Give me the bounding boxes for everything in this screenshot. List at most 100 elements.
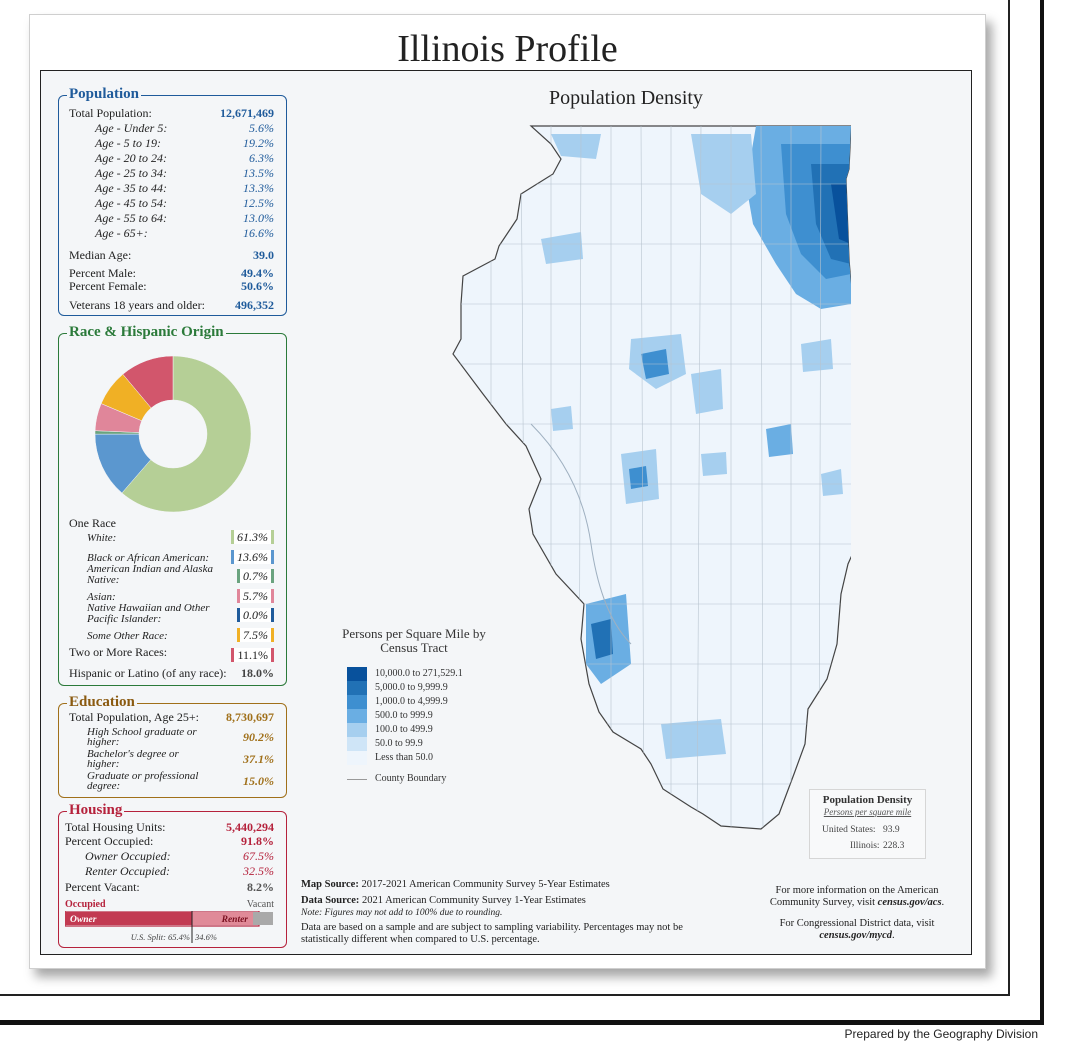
age-label: Age - 55 to 64: — [95, 211, 167, 225]
age-row: Age - 25 to 34: 13.5% — [69, 166, 274, 180]
race-value: 7.5% — [237, 628, 274, 642]
age-row: Age - 35 to 44: 13.3% — [69, 181, 274, 195]
illinois-river — [530, 423, 632, 645]
race-value: 61.3% — [231, 530, 274, 544]
age-row: Age - 55 to 64: 13.0% — [69, 211, 274, 225]
legend-label: 100.0 to 499.9 — [375, 724, 433, 735]
vacant-bar-fill — [253, 912, 273, 925]
housing-title: Housing — [67, 801, 125, 819]
legend-label: 5,000.0 to 9,999.9 — [375, 682, 448, 693]
renter-occupied-row: Renter Occupied: 32.5% — [85, 864, 274, 878]
education-label: Graduate or professional degree: — [87, 770, 199, 792]
acs-link[interactable]: census.gov/acs — [877, 897, 942, 908]
total-population-row: Total Population: 12,671,469 — [69, 106, 274, 120]
percent-female-row: Percent Female: 50.6% — [69, 279, 274, 293]
hispanic-row: Hispanic or Latino (of any race): 18.0% — [69, 666, 274, 680]
cd-link[interactable]: census.gov/mycd — [819, 930, 892, 941]
median-age-row: Median Age: 39.0 — [69, 248, 274, 262]
data-source-line: Data Source: 2021 American Community Sur… — [301, 895, 586, 906]
age-row: Age - 5 to 19: 19.2% — [69, 136, 274, 150]
right-border — [1040, 0, 1044, 1022]
owner-occupied-row: Owner Occupied: 67.5% — [85, 849, 274, 863]
age-value: 13.0% — [243, 211, 274, 225]
race-panel: Race & Hispanic Origin One Race White: 61… — [58, 323, 287, 686]
education-title: Education — [67, 693, 137, 711]
density-summary-box: Population Density Persons per square mi… — [809, 789, 926, 859]
age-row: Age - 45 to 54: 12.5% — [69, 196, 274, 210]
race-value: 5.7% — [237, 589, 274, 603]
housing-split-bar: Owner Renter U.S. Split: 65.4% 34.6% — [65, 911, 273, 943]
il-density-value: 228.3 — [883, 841, 905, 851]
age-value: 6.3% — [249, 151, 274, 165]
legend-swatch — [347, 723, 367, 737]
density-patches — [461, 126, 851, 759]
map-source-line: Map Source: 2017-2021 American Community… — [301, 879, 610, 890]
age-label: Age - 45 to 54: — [95, 196, 167, 210]
bottom-border — [0, 1020, 1044, 1025]
age-value: 5.6% — [249, 121, 274, 135]
legend-label: 500.0 to 999.9 — [375, 710, 433, 721]
legend-swatch — [347, 667, 367, 681]
population-title: Population — [67, 85, 142, 103]
legend-swatch — [347, 681, 367, 695]
race-label: Two or More Races: — [69, 645, 168, 659]
illinois-density-map — [452, 125, 851, 830]
age-label: Age - 35 to 44: — [95, 181, 167, 195]
occupied-bar-label: Occupied — [65, 899, 106, 910]
race-label: American Indian and Alaska Native: — [87, 563, 213, 586]
age-label: Age - 20 to 24: — [95, 151, 167, 165]
age-value: 13.5% — [243, 166, 274, 180]
age-label: Age - 65+: — [95, 226, 148, 240]
legend-swatch — [347, 737, 367, 751]
population-panel: Population Total Population: 12,671,469 … — [58, 85, 287, 316]
us-density-label: United States: — [822, 825, 876, 835]
age-value: 19.2% — [243, 136, 274, 150]
vacant-bar-label: Vacant — [246, 899, 274, 910]
race-donut-chart — [94, 355, 252, 513]
legend-label: 10,000.0 to 271,529.1 — [375, 668, 463, 679]
renter-bar-fill — [192, 912, 253, 925]
age-label: Age - 5 to 19: — [95, 136, 161, 150]
legend-swatch — [347, 751, 367, 765]
race-value: 13.6% — [231, 550, 274, 564]
one-race-label-row: One Race — [69, 516, 116, 530]
race-value: 11.1% — [231, 648, 274, 662]
outer-frame — [0, 0, 1010, 996]
age-label: Age - Under 5: — [95, 121, 168, 135]
legend-label: Less than 50.0 — [375, 752, 434, 763]
education-value: 15.0% — [243, 774, 274, 788]
age-row: Age - Under 5: 5.6% — [69, 121, 274, 135]
education-total-row: Total Population, Age 25+: 8,730,697 — [69, 710, 274, 724]
race-value: 0.7% — [237, 569, 274, 583]
county-boundary-label: County Boundary — [375, 773, 447, 784]
donut-slice — [122, 355, 174, 409]
race-title: Race & Hispanic Origin — [67, 323, 226, 341]
owner-bar-fill — [65, 912, 192, 925]
age-value: 16.6% — [243, 226, 274, 240]
density-box-title: Population Density — [822, 794, 913, 806]
education-value: 37.1% — [243, 752, 274, 766]
us-split-text: U.S. Split: 65.4% — [131, 932, 190, 942]
renter-bar-text: Renter — [221, 915, 249, 925]
us-density-value: 93.9 — [883, 825, 900, 835]
us-split-renter-text: 34.6% — [194, 932, 217, 942]
age-row: Age - 65+: 16.6% — [69, 226, 274, 240]
more-info-block: For more information on the American Com… — [757, 885, 957, 942]
age-label: Age - 25 to 34: — [95, 166, 167, 180]
education-panel: Education Total Population, Age 25+: 8,7… — [58, 693, 287, 798]
page-title: Illinois Profile — [397, 28, 618, 70]
rounding-note: Note: Figures may not add to 100% due to… — [301, 908, 503, 918]
housing-units-row: Total Housing Units: 5,440,294 — [65, 820, 274, 834]
sources-block: Map Source: 2017-2021 American Community… — [301, 879, 721, 946]
percent-vacant-row: Percent Vacant: 8.2% — [65, 880, 274, 894]
veterans-row: Veterans 18 years and older: 496,352 — [69, 298, 274, 312]
age-value: 12.5% — [243, 196, 274, 210]
race-label: White: — [87, 532, 117, 544]
race-label: Asian: — [87, 591, 116, 603]
education-label: Bachelor's degree or higher: — [87, 748, 179, 770]
race-value: 0.0% — [237, 608, 274, 622]
acs-info: For more information on the American Com… — [769, 885, 945, 908]
il-density-label: Illinois: — [850, 841, 880, 851]
race-label: Black or African American: — [87, 552, 210, 564]
legend-swatch — [347, 695, 367, 709]
